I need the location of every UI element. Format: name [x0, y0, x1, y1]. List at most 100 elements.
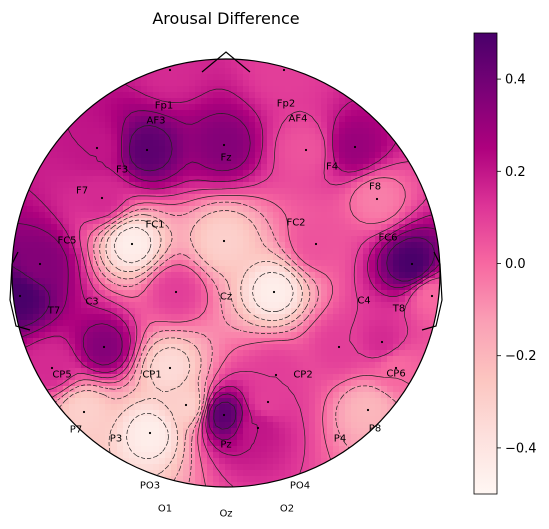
heat-cell [189, 476, 196, 483]
heat-cell [267, 182, 274, 189]
heat-cell [357, 272, 364, 279]
heat-cell [87, 392, 94, 399]
heat-cell [273, 206, 280, 213]
heat-cell [303, 296, 310, 303]
heat-cell [393, 218, 400, 225]
heat-cell [105, 266, 112, 273]
heat-cell [351, 128, 358, 135]
heat-cell [141, 248, 148, 255]
heat-cell [381, 236, 388, 243]
heat-cell [57, 230, 64, 237]
heat-cell [249, 374, 256, 381]
heat-cell [81, 386, 88, 393]
heat-cell [375, 380, 382, 387]
electrode-label-t7: T7 [47, 306, 60, 317]
heat-cell [225, 314, 232, 321]
heat-cell [309, 254, 316, 261]
heat-cell [423, 200, 430, 207]
heat-cell [303, 152, 310, 159]
heat-cell [117, 236, 124, 243]
electrode-dot-cp1 [102, 345, 106, 349]
heat-cell [297, 380, 304, 387]
heat-cell [33, 326, 40, 333]
heat-cell [177, 428, 184, 435]
heat-cell [231, 134, 238, 141]
heat-cell [285, 458, 292, 465]
heat-cell [93, 410, 100, 417]
heat-cell [147, 242, 154, 249]
heat-cell [57, 224, 64, 231]
heat-cell [255, 380, 262, 387]
heat-cell [417, 290, 424, 297]
heat-cell [345, 368, 352, 375]
heat-cell [207, 452, 214, 459]
heat-cell [345, 350, 352, 357]
heat-cell [249, 320, 256, 327]
heat-cell [285, 416, 292, 423]
heat-cell [27, 368, 34, 375]
heat-cell [387, 134, 394, 141]
heat-cell [363, 284, 370, 291]
electrode-label-fp2: Fp2 [277, 99, 295, 110]
heat-cell [135, 266, 142, 273]
heat-cell [309, 284, 316, 291]
heat-cell [303, 212, 310, 219]
heat-cell [315, 344, 322, 351]
heat-cell [165, 368, 172, 375]
heat-cell [135, 428, 142, 435]
heat-cell [171, 236, 178, 243]
heat-cell [297, 332, 304, 339]
heat-cell [147, 452, 154, 459]
heat-cell [249, 152, 256, 159]
heat-cell [219, 62, 226, 69]
heat-cell [387, 206, 394, 213]
heat-cell [69, 152, 76, 159]
heat-cell [333, 458, 340, 465]
heat-cell [45, 260, 52, 267]
heat-cell [141, 362, 148, 369]
heat-cell [141, 260, 148, 267]
heat-cell [141, 134, 148, 141]
heat-cell [201, 98, 208, 105]
heat-cell [207, 404, 214, 411]
heat-cell [315, 236, 322, 243]
heat-cell [315, 212, 322, 219]
heat-cell [267, 404, 274, 411]
heat-cell [333, 122, 340, 129]
heat-cell [231, 362, 238, 369]
heat-cell [297, 182, 304, 189]
heat-cell [249, 308, 256, 315]
heat-cell [363, 404, 370, 411]
heat-cell [129, 446, 136, 453]
heat-cell [375, 212, 382, 219]
heat-cell [345, 332, 352, 339]
heat-cell [129, 80, 136, 87]
heat-cell [165, 344, 172, 351]
heat-cell [219, 92, 226, 99]
heat-cell [87, 422, 94, 429]
heat-cell [195, 308, 202, 315]
heat-cell [81, 368, 88, 375]
heat-cell [429, 302, 436, 309]
heat-cell [153, 350, 160, 357]
heat-cell [309, 134, 316, 141]
heat-cell [315, 182, 322, 189]
heat-cell [183, 404, 190, 411]
heat-cell [219, 428, 226, 435]
heat-cell [351, 212, 358, 219]
heat-cell [195, 74, 202, 81]
heat-cell [39, 314, 46, 321]
heat-cell [189, 266, 196, 273]
heat-cell [51, 356, 58, 363]
heat-cell [243, 332, 250, 339]
heat-cell [303, 290, 310, 297]
heat-cell [99, 380, 106, 387]
heat-cell [387, 284, 394, 291]
heat-cell [105, 242, 112, 249]
heat-cell [309, 326, 316, 333]
heat-cell [315, 260, 322, 267]
heat-cell [123, 350, 130, 357]
heat-cell [315, 296, 322, 303]
colorbar-ticks: 0.40.20.0−0.2−0.4 [497, 73, 537, 456]
heat-cell [381, 404, 388, 411]
